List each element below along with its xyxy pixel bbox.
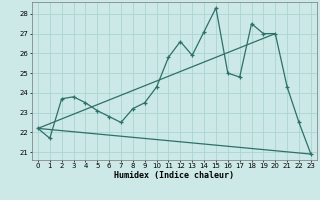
X-axis label: Humidex (Indice chaleur): Humidex (Indice chaleur) [115,171,234,180]
